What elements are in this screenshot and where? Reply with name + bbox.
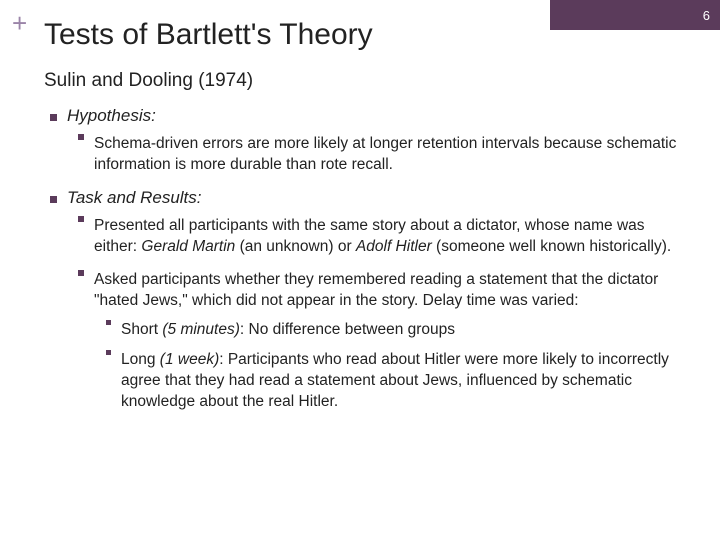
square-bullet-icon — [78, 216, 84, 222]
bullet-list-level1: Hypothesis: Schema-driven errors are mor… — [44, 106, 682, 413]
task-body-2-text: Asked participants whether they remember… — [94, 270, 682, 312]
emphasis-name: Adolf Hitler — [356, 238, 432, 255]
delay-short-item: Short (5 minutes): No difference between… — [106, 320, 682, 341]
hypothesis-body: Schema-driven errors are more likely at … — [94, 134, 682, 176]
text-fragment: (an unknown) or — [235, 238, 356, 255]
square-bullet-icon — [106, 320, 111, 325]
text-fragment: Long — [121, 351, 160, 368]
text-fragment: (someone well known historically). — [432, 238, 671, 255]
text-fragment: Short — [121, 321, 162, 338]
emphasis-name: Gerald Martin — [141, 238, 235, 255]
delay-short-text: Short (5 minutes): No difference between… — [121, 320, 455, 341]
slide-subtitle: Sulin and Dooling (1974) — [44, 70, 682, 92]
slide-number-bar: 6 — [550, 0, 720, 30]
emphasis-time: (5 minutes) — [162, 321, 240, 338]
slide-content: Tests of Bartlett's Theory Sulin and Doo… — [0, 0, 720, 445]
square-bullet-icon — [106, 350, 111, 355]
bullet-list-level2: Presented all participants with the same… — [50, 216, 682, 413]
task-item: Task and Results: Presented all particip… — [50, 188, 682, 413]
square-bullet-icon — [78, 270, 84, 276]
hypothesis-body-item: Schema-driven errors are more likely at … — [78, 134, 682, 176]
delay-long-item: Long (1 week): Participants who read abo… — [106, 350, 682, 413]
slide-number: 6 — [703, 8, 710, 23]
text-fragment: : No difference between groups — [240, 321, 455, 338]
square-bullet-icon — [50, 196, 57, 203]
square-bullet-icon — [78, 134, 84, 140]
hypothesis-item: Hypothesis: Schema-driven errors are mor… — [50, 106, 682, 176]
task-body-2: Asked participants whether they remember… — [78, 270, 682, 312]
square-bullet-icon — [50, 114, 57, 121]
hypothesis-heading: Hypothesis: — [67, 106, 156, 126]
task-body-1: Presented all participants with the same… — [78, 216, 682, 258]
bullet-list-level3: Short (5 minutes): No difference between… — [78, 320, 682, 414]
bullet-list-level2: Schema-driven errors are more likely at … — [50, 134, 682, 176]
plus-icon: + — [12, 10, 27, 36]
delay-long-text: Long (1 week): Participants who read abo… — [121, 350, 682, 413]
emphasis-time: (1 week) — [160, 351, 219, 368]
task-body-1-text: Presented all participants with the same… — [94, 216, 682, 258]
task-heading: Task and Results: — [67, 188, 202, 208]
